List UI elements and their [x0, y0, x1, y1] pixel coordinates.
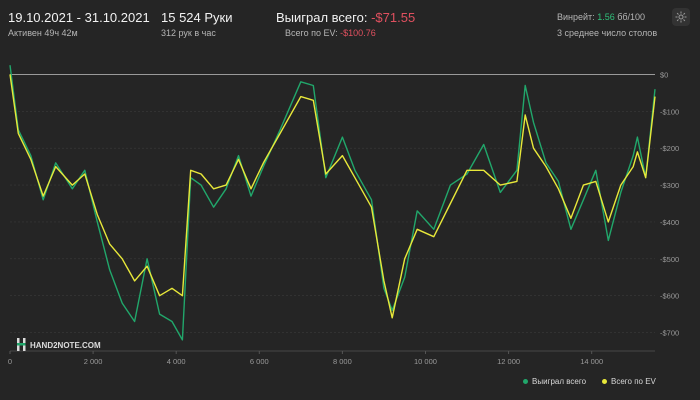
- active-time: Активен 49ч 42м: [8, 28, 78, 38]
- hand2note-logo-icon: [17, 338, 26, 351]
- y-tick-label: -$400: [660, 218, 679, 227]
- profit-chart: $0 -$100 -$200 -$300 -$400 -$500 -$600 -$700 0 2…: [8, 65, 679, 366]
- y-tick-label: -$300: [660, 181, 679, 190]
- legend-won-marker: [523, 379, 528, 385]
- y-axis: $0 -$100 -$200 -$300 -$400 -$500 -$600 -$700: [660, 70, 679, 337]
- won-total: Выиграл всего: -$71.55: [276, 11, 415, 24]
- x-tick-label: 4 000: [167, 357, 186, 366]
- y-tick-label: -$500: [660, 255, 679, 264]
- y-tick-label: -$200: [660, 144, 679, 153]
- x-tick-label: 12 000: [497, 357, 520, 366]
- logo-text: HAND2NOTE.COM: [30, 341, 101, 350]
- series-won-line: [9, 65, 656, 341]
- date-range: 19.10.2021 - 31.10.2021: [8, 10, 150, 25]
- series-ev-line: [9, 74, 656, 319]
- series-lines: [9, 65, 656, 341]
- hands-per-hour: 312 рук в час: [161, 28, 216, 38]
- y-tick-label: -$600: [660, 292, 679, 301]
- gear-icon: [675, 11, 687, 23]
- legend-won-label: Выиграл всего: [532, 377, 587, 386]
- x-tick-label: 0: [8, 357, 12, 366]
- winrate-value: 1.56: [597, 12, 615, 22]
- grid: [10, 73, 655, 333]
- x-tick-label: 14 000: [580, 357, 603, 366]
- y-tick-label: -$700: [660, 329, 679, 338]
- stats-header: 19.10.2021 - 31.10.2021 Активен 49ч 42м …: [0, 0, 700, 48]
- winrate: Винрейт: 1.56 бб/100: [557, 13, 645, 22]
- won-total-value: -$71.55: [371, 10, 416, 25]
- legend-ev-label: Всего по EV: [611, 377, 656, 386]
- y-tick-label: -$100: [660, 107, 679, 116]
- winrate-label: Винрейт:: [557, 12, 595, 22]
- x-tick-label: 10 000: [414, 357, 437, 366]
- y-tick-label: $0: [660, 70, 668, 79]
- ev-total-value: -$100.76: [340, 28, 376, 38]
- x-axis: 0 2 000 4 000 6 000 8 000 10 000 12 000 14 000: [8, 350, 655, 366]
- legend-ev[interactable]: Всего по EV: [602, 377, 656, 386]
- won-total-label: Выиграл всего:: [276, 10, 368, 25]
- legend-won[interactable]: Выиграл всего: [523, 377, 586, 386]
- x-tick-label: 2 000: [84, 357, 103, 366]
- winrate-unit: бб/100: [617, 12, 646, 22]
- ev-total: Всего по EV: -$100.76: [285, 29, 376, 38]
- x-tick-label: 6 000: [250, 357, 269, 366]
- legend-ev-marker: [602, 379, 607, 385]
- hand2note-logo: HAND2NOTE.COM: [17, 338, 101, 351]
- ev-total-label: Всего по EV:: [285, 28, 338, 38]
- settings-button[interactable]: [672, 8, 690, 26]
- avg-tables: 3 среднее число столов: [557, 28, 658, 38]
- hands-count: 15 524 Руки: [161, 10, 233, 25]
- x-tick-label: 8 000: [333, 357, 352, 366]
